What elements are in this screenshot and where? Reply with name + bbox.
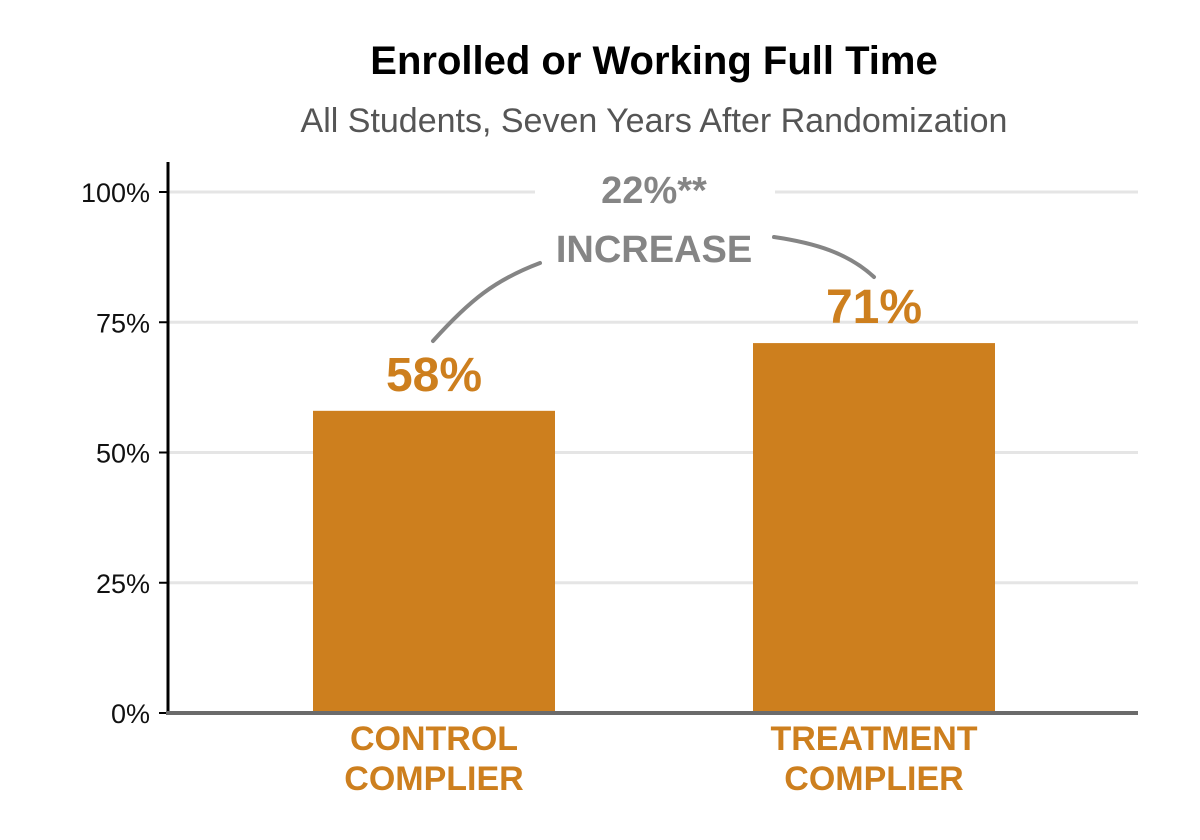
annotation-percent: 22%** (601, 170, 707, 212)
annotation-label: INCREASE (556, 229, 752, 271)
y-tick-label: 100% (81, 178, 150, 208)
increase-annotation: 22%** INCREASE (431, 170, 876, 343)
bar (313, 410, 555, 713)
bars (313, 343, 995, 713)
annotation-connector-left (431, 261, 542, 343)
category-label: COMPLIER (344, 760, 523, 798)
y-tick-label: 50% (96, 439, 150, 469)
chart-subtitle: All Students, Seven Years After Randomiz… (301, 102, 1008, 140)
category-label: CONTROL (350, 720, 518, 758)
y-tick-label: 75% (96, 308, 150, 338)
category-label: COMPLIER (784, 760, 963, 798)
bar (753, 343, 995, 713)
labels: 0%25%50%75%100%58%CONTROLCOMPLIER71%TREA… (81, 178, 978, 798)
bar-value-label: 58% (386, 349, 482, 402)
category-label: TREATMENT (770, 720, 977, 758)
y-tick-label: 0% (111, 699, 150, 729)
axes (159, 162, 1138, 715)
bar-value-label: 71% (826, 281, 922, 334)
y-tick-label: 25% (96, 569, 150, 599)
annotation-connector-right (772, 235, 876, 279)
chart-title: Enrolled or Working Full Time (370, 39, 937, 83)
